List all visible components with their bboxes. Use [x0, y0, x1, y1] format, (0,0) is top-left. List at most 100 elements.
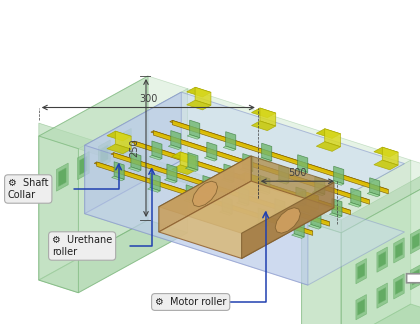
Polygon shape — [296, 187, 306, 205]
Polygon shape — [226, 132, 236, 149]
Polygon shape — [111, 153, 330, 223]
Polygon shape — [131, 153, 141, 170]
Polygon shape — [56, 163, 68, 191]
Polygon shape — [185, 167, 198, 171]
Polygon shape — [410, 264, 420, 290]
Polygon shape — [279, 165, 289, 183]
Polygon shape — [316, 129, 341, 138]
Polygon shape — [39, 220, 188, 293]
Polygon shape — [187, 87, 211, 97]
Polygon shape — [186, 185, 196, 202]
Polygon shape — [302, 160, 411, 324]
Polygon shape — [374, 160, 398, 170]
Polygon shape — [331, 181, 344, 185]
Polygon shape — [147, 188, 160, 192]
Polygon shape — [184, 199, 196, 204]
Polygon shape — [312, 191, 325, 196]
Polygon shape — [276, 179, 289, 184]
Polygon shape — [294, 204, 318, 214]
Polygon shape — [200, 190, 213, 195]
Polygon shape — [259, 157, 272, 162]
Polygon shape — [377, 247, 387, 272]
Polygon shape — [273, 213, 285, 218]
Polygon shape — [374, 147, 398, 157]
Polygon shape — [113, 153, 330, 226]
Polygon shape — [302, 191, 318, 209]
Polygon shape — [239, 187, 249, 205]
Polygon shape — [85, 92, 181, 214]
Polygon shape — [302, 220, 341, 324]
Polygon shape — [221, 179, 234, 183]
Polygon shape — [116, 131, 131, 149]
Polygon shape — [222, 196, 232, 214]
Polygon shape — [119, 128, 131, 156]
Polygon shape — [294, 202, 306, 206]
Polygon shape — [348, 202, 361, 207]
Polygon shape — [241, 182, 334, 259]
Polygon shape — [159, 181, 334, 259]
Polygon shape — [164, 179, 177, 183]
Polygon shape — [77, 152, 89, 179]
Polygon shape — [172, 165, 196, 175]
Polygon shape — [394, 274, 404, 299]
Polygon shape — [275, 208, 300, 233]
Polygon shape — [220, 211, 232, 215]
Polygon shape — [167, 164, 177, 182]
Polygon shape — [159, 156, 334, 233]
Polygon shape — [171, 131, 181, 148]
Text: ⚙  Urethane
roller: ⚙ Urethane roller — [52, 235, 112, 257]
Polygon shape — [294, 191, 318, 201]
Polygon shape — [180, 152, 196, 170]
Polygon shape — [223, 146, 236, 151]
Polygon shape — [114, 162, 124, 179]
Polygon shape — [260, 176, 270, 193]
Polygon shape — [85, 160, 404, 285]
Polygon shape — [187, 100, 211, 110]
Polygon shape — [107, 131, 131, 141]
Polygon shape — [236, 202, 249, 206]
Polygon shape — [334, 166, 344, 184]
Polygon shape — [243, 154, 253, 171]
Polygon shape — [245, 173, 261, 191]
Polygon shape — [262, 143, 272, 161]
Polygon shape — [150, 156, 162, 160]
Polygon shape — [295, 169, 308, 174]
Polygon shape — [58, 168, 66, 186]
Polygon shape — [151, 131, 370, 201]
Polygon shape — [302, 304, 420, 324]
Polygon shape — [377, 283, 387, 308]
Polygon shape — [412, 233, 419, 249]
Polygon shape — [100, 145, 108, 163]
Polygon shape — [315, 177, 325, 194]
Polygon shape — [79, 156, 87, 175]
Text: ⚙  Shaft
Collar: ⚙ Shaft Collar — [8, 178, 48, 200]
Polygon shape — [394, 238, 404, 263]
Text: 500: 500 — [288, 168, 307, 178]
Polygon shape — [39, 76, 420, 233]
Polygon shape — [332, 199, 342, 216]
Polygon shape — [150, 173, 160, 191]
Polygon shape — [39, 136, 79, 293]
Polygon shape — [357, 299, 365, 315]
Polygon shape — [39, 123, 341, 233]
Polygon shape — [256, 222, 268, 227]
Polygon shape — [294, 219, 304, 237]
Polygon shape — [308, 225, 321, 229]
Text: ⚙  Motor roller: ⚙ Motor roller — [155, 297, 226, 307]
Polygon shape — [98, 140, 110, 168]
Polygon shape — [129, 167, 141, 171]
Polygon shape — [291, 234, 304, 238]
Polygon shape — [325, 129, 341, 147]
Text: 250: 250 — [129, 139, 139, 157]
Polygon shape — [370, 178, 380, 195]
Polygon shape — [395, 278, 402, 295]
FancyArrow shape — [407, 269, 420, 287]
Polygon shape — [187, 134, 200, 139]
Polygon shape — [240, 168, 253, 173]
Polygon shape — [195, 87, 211, 105]
Polygon shape — [378, 251, 386, 268]
Polygon shape — [170, 121, 388, 191]
Polygon shape — [112, 176, 124, 181]
Polygon shape — [203, 176, 213, 193]
Polygon shape — [236, 186, 261, 195]
